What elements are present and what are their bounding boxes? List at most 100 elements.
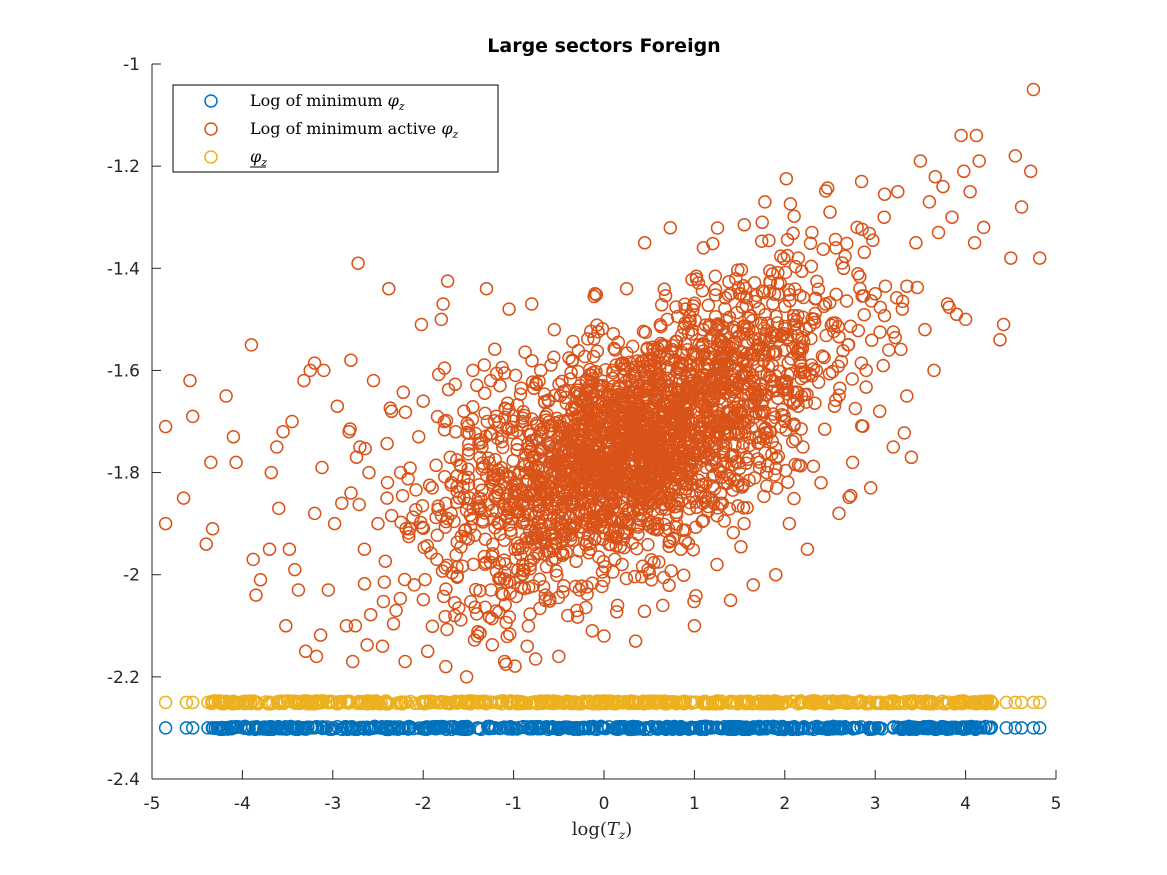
data-point: [693, 722, 708, 737]
data-point: [771, 720, 786, 735]
data-point: [403, 461, 417, 475]
data-point: [788, 432, 803, 447]
data-point: [357, 577, 372, 591]
data-point: [285, 414, 299, 429]
data-point: [625, 436, 640, 450]
data-point: [482, 456, 497, 470]
data-point: [547, 322, 562, 337]
legend-marker: [204, 150, 218, 164]
data-point: [276, 424, 290, 439]
data-point: [294, 721, 308, 735]
data-point: [838, 694, 852, 708]
data-point: [688, 313, 703, 328]
data-point: [713, 486, 728, 501]
data-point: [365, 694, 380, 708]
data-point: [461, 470, 475, 485]
data-point: [658, 288, 673, 303]
data-point: [801, 695, 816, 710]
data-point: [845, 455, 860, 470]
data-point: [760, 719, 775, 734]
data-point: [525, 532, 539, 546]
data-point: [575, 491, 589, 505]
data-point: [264, 465, 279, 480]
data-point: [603, 529, 618, 543]
data-point: [533, 601, 547, 616]
data-point: [315, 460, 329, 475]
data-point: [436, 297, 450, 311]
data-point: [597, 629, 611, 643]
data-point: [1008, 721, 1023, 735]
data-point: [545, 483, 559, 497]
data-point: [643, 479, 658, 494]
data-point: [929, 722, 944, 736]
data-point: [684, 472, 699, 487]
data-point: [684, 429, 698, 443]
data-point: [402, 529, 416, 544]
y-tick-label: -1.6: [107, 361, 140, 381]
data-point: [345, 654, 360, 669]
legend-box: [172, 84, 499, 173]
data-point: [473, 626, 487, 640]
data-point: [650, 425, 665, 439]
data-point: [857, 307, 871, 322]
data-point: [769, 329, 784, 343]
data-point: [654, 298, 669, 312]
data-point: [430, 719, 445, 734]
data-point: [786, 396, 801, 411]
data-point: [806, 459, 821, 473]
data-point: [459, 670, 474, 684]
data-point: [788, 259, 803, 274]
data-point: [660, 721, 674, 736]
data-point: [866, 233, 880, 248]
data-point: [740, 319, 754, 334]
data-point: [984, 720, 999, 734]
data-point: [414, 317, 429, 332]
data-point: [653, 318, 668, 332]
data-point: [580, 332, 595, 346]
data-point: [532, 572, 547, 587]
data-point: [519, 474, 533, 489]
data-point: [205, 522, 220, 536]
data-point: [758, 195, 772, 209]
data-point: [508, 659, 522, 673]
data-point: [513, 387, 528, 401]
data-point: [550, 568, 564, 583]
data-point: [557, 476, 571, 490]
data-point: [603, 419, 617, 434]
data-point: [687, 594, 701, 609]
data-point: [412, 696, 427, 710]
data-point: [469, 607, 484, 621]
data-point: [395, 488, 410, 503]
data-point: [733, 286, 748, 301]
data-point: [557, 695, 572, 709]
data-point: [778, 721, 793, 736]
data-point: [608, 343, 622, 357]
data-point: [760, 316, 775, 331]
data-point: [760, 479, 774, 493]
data-point: [454, 459, 468, 474]
data-point: [748, 294, 762, 309]
data-point: [448, 695, 462, 710]
data-point: [820, 181, 835, 195]
data-point: [827, 399, 842, 413]
data-point: [588, 438, 602, 453]
data-point: [471, 624, 485, 639]
data-point: [697, 399, 712, 413]
data-point: [781, 356, 795, 370]
data-point: [699, 450, 713, 464]
data-point: [440, 622, 454, 637]
x-tick-label: -4: [234, 794, 251, 814]
data-point: [498, 557, 512, 571]
data-point: [412, 721, 426, 735]
data-point: [753, 387, 768, 402]
data-point: [604, 510, 619, 524]
data-point: [519, 531, 533, 546]
data-point: [671, 384, 685, 398]
data-point: [478, 600, 492, 615]
data-point: [816, 242, 830, 256]
data-point: [811, 282, 826, 296]
data-point: [528, 652, 543, 666]
data-point: [551, 720, 566, 735]
data-point: [618, 510, 633, 524]
data-point: [220, 720, 234, 735]
